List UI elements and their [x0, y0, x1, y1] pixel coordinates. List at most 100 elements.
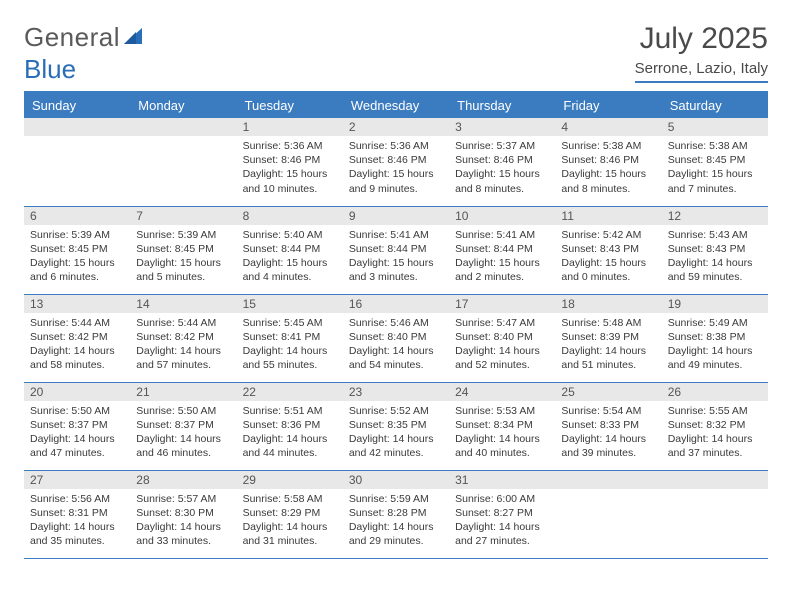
day-number: 19 — [662, 295, 768, 313]
day-content: Sunrise: 5:54 AMSunset: 8:33 PMDaylight:… — [555, 401, 661, 467]
day-number: 20 — [24, 383, 130, 401]
day-number: 3 — [449, 118, 555, 136]
calendar-day-cell: 15Sunrise: 5:45 AMSunset: 8:41 PMDayligh… — [237, 294, 343, 382]
day-content: Sunrise: 5:59 AMSunset: 8:28 PMDaylight:… — [343, 489, 449, 555]
calendar-day-cell: 18Sunrise: 5:48 AMSunset: 8:39 PMDayligh… — [555, 294, 661, 382]
day-content: Sunrise: 5:40 AMSunset: 8:44 PMDaylight:… — [237, 225, 343, 291]
day-content: Sunrise: 6:00 AMSunset: 8:27 PMDaylight:… — [449, 489, 555, 555]
calendar-day-cell: 3Sunrise: 5:37 AMSunset: 8:46 PMDaylight… — [449, 118, 555, 206]
calendar-day-cell: 6Sunrise: 5:39 AMSunset: 8:45 PMDaylight… — [24, 206, 130, 294]
calendar-header-row: SundayMondayTuesdayWednesdayThursdayFrid… — [24, 93, 768, 118]
calendar-body: 1Sunrise: 5:36 AMSunset: 8:46 PMDaylight… — [24, 118, 768, 558]
day-content: Sunrise: 5:39 AMSunset: 8:45 PMDaylight:… — [24, 225, 130, 291]
day-content: Sunrise: 5:47 AMSunset: 8:40 PMDaylight:… — [449, 313, 555, 379]
calendar-day-cell: 13Sunrise: 5:44 AMSunset: 8:42 PMDayligh… — [24, 294, 130, 382]
logo-sail-icon — [122, 22, 144, 53]
day-number: 4 — [555, 118, 661, 136]
weekday-header: Saturday — [662, 93, 768, 118]
day-number: 30 — [343, 471, 449, 489]
day-content: Sunrise: 5:51 AMSunset: 8:36 PMDaylight:… — [237, 401, 343, 467]
calendar-day-cell: 30Sunrise: 5:59 AMSunset: 8:28 PMDayligh… — [343, 470, 449, 558]
day-content: Sunrise: 5:41 AMSunset: 8:44 PMDaylight:… — [343, 225, 449, 291]
weekday-header: Tuesday — [237, 93, 343, 118]
day-number: 24 — [449, 383, 555, 401]
day-number: 22 — [237, 383, 343, 401]
calendar-day-cell: 19Sunrise: 5:49 AMSunset: 8:38 PMDayligh… — [662, 294, 768, 382]
daynum-empty — [662, 471, 768, 489]
calendar-day-cell: 4Sunrise: 5:38 AMSunset: 8:46 PMDaylight… — [555, 118, 661, 206]
day-number: 2 — [343, 118, 449, 136]
day-content: Sunrise: 5:45 AMSunset: 8:41 PMDaylight:… — [237, 313, 343, 379]
day-content: Sunrise: 5:38 AMSunset: 8:45 PMDaylight:… — [662, 136, 768, 202]
calendar-day-cell — [555, 470, 661, 558]
calendar-week-row: 1Sunrise: 5:36 AMSunset: 8:46 PMDaylight… — [24, 118, 768, 206]
day-number: 8 — [237, 207, 343, 225]
daynum-empty — [24, 118, 130, 136]
day-content: Sunrise: 5:53 AMSunset: 8:34 PMDaylight:… — [449, 401, 555, 467]
daynum-empty — [555, 471, 661, 489]
calendar-week-row: 20Sunrise: 5:50 AMSunset: 8:37 PMDayligh… — [24, 382, 768, 470]
calendar-day-cell: 28Sunrise: 5:57 AMSunset: 8:30 PMDayligh… — [130, 470, 236, 558]
day-number: 11 — [555, 207, 661, 225]
weekday-header: Sunday — [24, 93, 130, 118]
day-number: 13 — [24, 295, 130, 313]
day-content: Sunrise: 5:44 AMSunset: 8:42 PMDaylight:… — [130, 313, 236, 379]
calendar-day-cell: 25Sunrise: 5:54 AMSunset: 8:33 PMDayligh… — [555, 382, 661, 470]
day-content: Sunrise: 5:41 AMSunset: 8:44 PMDaylight:… — [449, 225, 555, 291]
calendar-day-cell: 9Sunrise: 5:41 AMSunset: 8:44 PMDaylight… — [343, 206, 449, 294]
day-content: Sunrise: 5:43 AMSunset: 8:43 PMDaylight:… — [662, 225, 768, 291]
daycontent-empty — [555, 489, 661, 498]
calendar-day-cell: 27Sunrise: 5:56 AMSunset: 8:31 PMDayligh… — [24, 470, 130, 558]
logo-text-blue: Blue — [24, 54, 76, 85]
day-number: 21 — [130, 383, 236, 401]
day-number: 15 — [237, 295, 343, 313]
day-content: Sunrise: 5:37 AMSunset: 8:46 PMDaylight:… — [449, 136, 555, 202]
daycontent-empty — [24, 136, 130, 145]
calendar-week-row: 13Sunrise: 5:44 AMSunset: 8:42 PMDayligh… — [24, 294, 768, 382]
calendar-day-cell: 31Sunrise: 6:00 AMSunset: 8:27 PMDayligh… — [449, 470, 555, 558]
calendar-day-cell: 10Sunrise: 5:41 AMSunset: 8:44 PMDayligh… — [449, 206, 555, 294]
logo-text-gray: General — [24, 22, 120, 53]
day-number: 26 — [662, 383, 768, 401]
day-number: 14 — [130, 295, 236, 313]
day-content: Sunrise: 5:48 AMSunset: 8:39 PMDaylight:… — [555, 313, 661, 379]
day-number: 6 — [24, 207, 130, 225]
daycontent-empty — [662, 489, 768, 498]
day-number: 25 — [555, 383, 661, 401]
day-content: Sunrise: 5:44 AMSunset: 8:42 PMDaylight:… — [24, 313, 130, 379]
calendar-table: SundayMondayTuesdayWednesdayThursdayFrid… — [24, 93, 768, 559]
weekday-header: Wednesday — [343, 93, 449, 118]
day-number: 29 — [237, 471, 343, 489]
calendar-day-cell: 20Sunrise: 5:50 AMSunset: 8:37 PMDayligh… — [24, 382, 130, 470]
calendar-day-cell: 29Sunrise: 5:58 AMSunset: 8:29 PMDayligh… — [237, 470, 343, 558]
calendar-day-cell: 11Sunrise: 5:42 AMSunset: 8:43 PMDayligh… — [555, 206, 661, 294]
header: General July 2025 Serrone, Lazio, Italy — [24, 22, 768, 83]
day-content: Sunrise: 5:52 AMSunset: 8:35 PMDaylight:… — [343, 401, 449, 467]
calendar-day-cell — [662, 470, 768, 558]
day-number: 5 — [662, 118, 768, 136]
daycontent-empty — [130, 136, 236, 145]
day-content: Sunrise: 5:42 AMSunset: 8:43 PMDaylight:… — [555, 225, 661, 291]
day-content: Sunrise: 5:50 AMSunset: 8:37 PMDaylight:… — [24, 401, 130, 467]
day-content: Sunrise: 5:38 AMSunset: 8:46 PMDaylight:… — [555, 136, 661, 202]
day-content: Sunrise: 5:49 AMSunset: 8:38 PMDaylight:… — [662, 313, 768, 379]
calendar-day-cell: 16Sunrise: 5:46 AMSunset: 8:40 PMDayligh… — [343, 294, 449, 382]
day-content: Sunrise: 5:58 AMSunset: 8:29 PMDaylight:… — [237, 489, 343, 555]
day-number: 7 — [130, 207, 236, 225]
day-number: 12 — [662, 207, 768, 225]
day-content: Sunrise: 5:50 AMSunset: 8:37 PMDaylight:… — [130, 401, 236, 467]
calendar-day-cell — [130, 118, 236, 206]
calendar-day-cell — [24, 118, 130, 206]
calendar-day-cell: 5Sunrise: 5:38 AMSunset: 8:45 PMDaylight… — [662, 118, 768, 206]
calendar-day-cell: 12Sunrise: 5:43 AMSunset: 8:43 PMDayligh… — [662, 206, 768, 294]
calendar-day-cell: 14Sunrise: 5:44 AMSunset: 8:42 PMDayligh… — [130, 294, 236, 382]
daynum-empty — [130, 118, 236, 136]
calendar-day-cell: 7Sunrise: 5:39 AMSunset: 8:45 PMDaylight… — [130, 206, 236, 294]
calendar-day-cell: 22Sunrise: 5:51 AMSunset: 8:36 PMDayligh… — [237, 382, 343, 470]
day-number: 28 — [130, 471, 236, 489]
calendar-week-row: 27Sunrise: 5:56 AMSunset: 8:31 PMDayligh… — [24, 470, 768, 558]
weekday-header: Monday — [130, 93, 236, 118]
calendar-day-cell: 1Sunrise: 5:36 AMSunset: 8:46 PMDaylight… — [237, 118, 343, 206]
day-number: 10 — [449, 207, 555, 225]
day-content: Sunrise: 5:39 AMSunset: 8:45 PMDaylight:… — [130, 225, 236, 291]
